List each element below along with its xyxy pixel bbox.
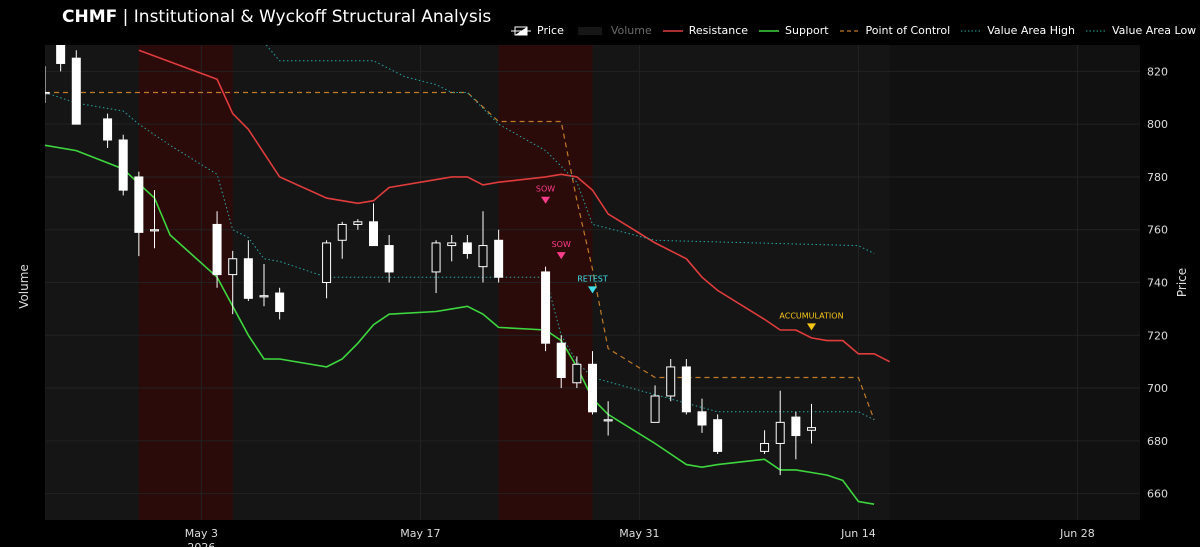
candle-body: [650, 395, 660, 423]
candle-body: [337, 223, 347, 241]
y-axis-title: Price: [1175, 268, 1189, 297]
x-tick-sublabel: 2026: [187, 541, 215, 547]
title-text: Institutional & Wyckoff Structural Analy…: [133, 7, 492, 27]
y-tick-label: 660: [1147, 488, 1168, 501]
candle-body: [71, 57, 81, 125]
legend-label-volume: Volume: [610, 24, 652, 37]
candle-body: [384, 245, 394, 273]
y-tick-label: 700: [1147, 382, 1168, 395]
annotation-label: SOW: [536, 185, 555, 194]
candle-body: [353, 221, 363, 225]
ticker-label: CHMF: [62, 7, 118, 27]
candle-body: [275, 292, 285, 313]
poc-legend-icon: [839, 29, 860, 32]
candle-body: [760, 442, 770, 452]
y-tick-label: 800: [1147, 118, 1168, 131]
legend-item-resistance[interactable]: Resistance: [662, 24, 748, 37]
candle-body: [556, 342, 566, 379]
resistance-legend-icon: [662, 29, 683, 32]
candle-body: [134, 176, 144, 233]
legend-item-poc[interactable]: Point of Control: [839, 24, 951, 37]
candle-body: [588, 363, 597, 413]
y2-axis-title: Volume: [17, 264, 31, 309]
legend-item-volume[interactable]: Volume: [574, 24, 652, 37]
chart-legend: Price Volume Resistance Support Point of…: [510, 24, 1200, 37]
candle-body: [56, 45, 66, 64]
legend-label-support: Support: [785, 24, 829, 37]
candle-body: [322, 242, 332, 284]
candle-body: [462, 242, 472, 254]
title-separator: |: [117, 7, 134, 27]
candle-body: [118, 139, 128, 191]
y-tick-label: 780: [1147, 171, 1168, 184]
support-legend-icon: [759, 29, 780, 32]
vah-legend-icon: [961, 30, 982, 31]
legend-label-vah: Value Area High: [987, 24, 1075, 37]
legend-label-poc: Point of Control: [865, 24, 951, 37]
legend-label-price: Price: [537, 24, 564, 37]
candle-body: [478, 245, 488, 268]
x-tick-label: May 3: [185, 527, 218, 540]
volume-legend-icon: [577, 26, 602, 35]
y-tick-label: 720: [1147, 329, 1168, 342]
legend-item-val[interactable]: Value Area Low: [1085, 24, 1196, 37]
candle-body: [447, 242, 457, 247]
candle-body: [150, 229, 159, 232]
y-tick-label: 680: [1147, 435, 1168, 448]
candle-body: [572, 363, 582, 384]
x-tick-label: Jun 28: [1059, 527, 1095, 540]
annotation-label: RETEST: [577, 274, 608, 283]
candle-body: [431, 242, 441, 273]
legend-item-vah[interactable]: Value Area High: [960, 24, 1075, 37]
annotation-marker: [556, 252, 566, 260]
candle-body: [666, 366, 676, 397]
candle-body: [103, 118, 113, 141]
y-tick-label: 740: [1147, 277, 1168, 290]
series-line-poc: [45, 91, 875, 420]
candle-body: [791, 416, 801, 437]
candle-body: [807, 427, 816, 431]
candle-body: [259, 295, 269, 298]
series-line-resistance: [138, 49, 891, 363]
annotation-marker: [807, 323, 816, 331]
candle-body: [713, 419, 723, 452]
y-tick-label: 760: [1147, 224, 1168, 237]
val-legend-icon: [1086, 30, 1106, 31]
annotation-label: SOW: [552, 240, 571, 249]
candle-body: [681, 366, 691, 413]
x-tick-label: May 31: [619, 527, 659, 540]
x-tick-label: May 17: [400, 527, 440, 540]
legend-label-val: Value Area Low: [1112, 24, 1197, 37]
candle-legend-icon: [511, 26, 531, 35]
plot-layer: [45, 45, 1140, 520]
candle-body: [541, 271, 551, 344]
candle-body: [212, 223, 222, 276]
y-tick-label: 820: [1147, 65, 1168, 78]
annotation-marker: [541, 196, 551, 204]
candle-body: [775, 421, 785, 444]
candle-body: [369, 221, 378, 247]
x-tick-label: Jun 14: [840, 527, 876, 540]
candle-body: [243, 258, 253, 299]
annotation-marker: [588, 286, 597, 294]
legend-item-support[interactable]: Support: [758, 24, 829, 37]
candle-body: [697, 411, 707, 426]
candle-body: [45, 92, 50, 95]
candle-body: [603, 419, 613, 422]
candle-body: [228, 258, 238, 276]
chart-title: CHMF | Institutional & Wyckoff Structura…: [62, 7, 491, 27]
candle-body: [494, 239, 504, 278]
annotation-label: ACCUMULATION: [779, 311, 843, 320]
legend-label-resistance: Resistance: [688, 24, 749, 37]
legend-item-price[interactable]: Price: [510, 24, 564, 37]
